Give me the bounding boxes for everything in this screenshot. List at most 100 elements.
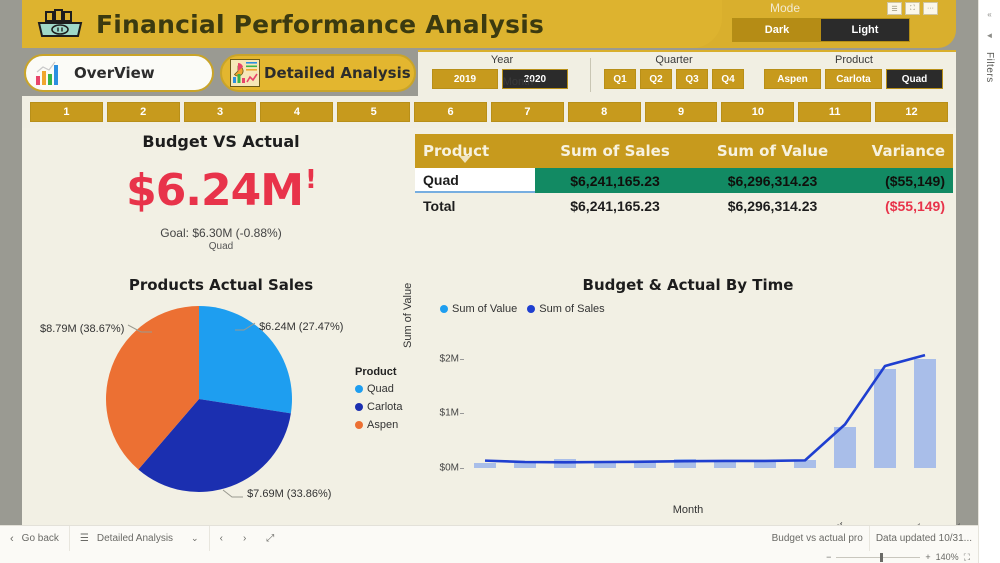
legend-label: Quad [367, 383, 394, 395]
combo-bar[interactable] [673, 459, 697, 468]
slicer-month-9[interactable]: 9 [644, 102, 718, 122]
divider [868, 525, 870, 552]
legend-label: Carlota [367, 401, 403, 413]
pie-chart-products-actual-sales: Products Actual Sales $8.79M (38.67%) $6… [22, 276, 420, 516]
mode-option-light[interactable]: Light [821, 19, 909, 41]
slicer-quarter-q2[interactable]: Q2 [640, 69, 672, 89]
legend-item-sum-of-value[interactable]: Sum of Value [440, 303, 517, 315]
slicer-product-title: Product [835, 54, 873, 66]
cell-sum-of-sales: $6,241,165.23 [570, 197, 660, 214]
table-col-variance[interactable]: Variance [871, 142, 945, 160]
zoom-slider[interactable] [836, 552, 921, 562]
combo-bar[interactable] [873, 369, 897, 468]
filters-pane-icon[interactable]: ◄ [985, 31, 994, 40]
combo-bar[interactable] [553, 459, 577, 468]
focus-mode-icon[interactable]: ☰ [887, 2, 902, 15]
combo-y-tick: $2M [439, 353, 459, 365]
combo-bar[interactable] [633, 461, 657, 468]
right-rail: « ◄ Filters [978, 0, 1000, 563]
combo-bar[interactable] [473, 462, 497, 468]
slicer-month-12[interactable]: 12 [875, 102, 948, 122]
title-pill: Financial Performance Analysis [22, 0, 722, 48]
cell-sum-of-value: $6,296,314.23 [727, 197, 818, 214]
slicer-month-10[interactable]: 10 [721, 102, 795, 122]
mode-option-dark[interactable]: Dark [733, 19, 821, 41]
more-options-icon[interactable]: ··· [923, 2, 938, 15]
expand-panel-icon[interactable]: « [987, 10, 992, 19]
report-canvas: Financial Performance Analysis Mode Dark… [0, 0, 978, 525]
combo-bar[interactable] [713, 461, 737, 468]
tab-detailed-analysis[interactable]: Detailed Analysis [220, 54, 416, 92]
slicer-month-2[interactable]: 2 [106, 102, 180, 122]
fit-to-page-icon[interactable]: ⛶ [905, 2, 920, 15]
pie-slice-carlota[interactable] [138, 399, 291, 492]
kpi-value: $6.24M [126, 165, 304, 216]
slicer-quarter-q3[interactable]: Q3 [676, 69, 708, 89]
report-name-label: Budget vs actual pro [771, 533, 863, 544]
next-page-button[interactable]: › [242, 533, 247, 544]
legend-swatch-icon [527, 305, 536, 313]
go-back-button[interactable]: ‹ Go back [0, 526, 69, 552]
slicer-quarter-title: Quarter [655, 54, 693, 66]
legend-item-aspen[interactable]: Aspen [355, 419, 402, 431]
slicer-quarter: Quarter Q1 Q2 Q3 Q4 [604, 54, 744, 89]
combo-y-tick: $0M [439, 462, 459, 474]
combo-bar[interactable] [593, 461, 617, 468]
pie-slice-quad[interactable] [199, 306, 292, 414]
page-selector[interactable]: ☰ Detailed Analysis ⌄ [70, 526, 209, 552]
combo-bar[interactable] [793, 459, 817, 468]
slicer-month-1[interactable]: 1 [30, 102, 103, 122]
zoom-out-button[interactable]: − [826, 552, 832, 562]
combo-bar[interactable] [913, 359, 937, 468]
combo-plot-area[interactable]: $0M$1M$2MJanuaryFebruaryMarchAprilMayJun… [440, 348, 964, 525]
legend-item-sum-of-sales[interactable]: Sum of Sales [527, 303, 605, 315]
report-header: Financial Performance Analysis Mode Dark… [22, 0, 956, 48]
status-bar: ‹ Go back ☰ Detailed Analysis ⌄ ‹ › ⤢ Bu… [0, 525, 978, 552]
pie-chart-title: Products Actual Sales [128, 276, 314, 294]
pie-chart-svg[interactable] [104, 304, 294, 494]
zoom-bar: − + 140% ⛶ [0, 551, 978, 563]
go-back-label: Go back [21, 533, 59, 544]
previous-page-button[interactable]: ‹ [219, 533, 223, 544]
slicer-month-7[interactable]: 7 [490, 102, 564, 122]
slicer-quarter-q1[interactable]: Q1 [604, 69, 636, 89]
kpi-card-budget-vs-actual: Budget VS Actual $6.24M! Goal: $6.30M (-… [22, 132, 420, 262]
combo-line-series[interactable] [465, 348, 945, 468]
fit-to-screen-icon[interactable]: ⛶ [963, 551, 970, 562]
table-col-sum-of-sales[interactable]: Sum of Sales [560, 142, 670, 160]
cell-sum-of-sales: $6,241,165.23 [535, 168, 695, 193]
slicer-month-4[interactable]: 4 [260, 102, 334, 122]
slicer-month-5[interactable]: 5 [337, 102, 411, 122]
slicer-quarter-q4[interactable]: Q4 [712, 69, 744, 89]
fullscreen-button[interactable]: ⤢ [266, 533, 275, 544]
slicer-year-2020[interactable]: 2020 [502, 69, 568, 89]
slicer-year-2019[interactable]: 2019 [432, 69, 498, 89]
combo-bar[interactable] [753, 462, 777, 468]
cell-sum-of-value: $6,296,314.23 [695, 168, 850, 193]
slicer-product-carlota[interactable]: Carlota [825, 69, 882, 89]
combo-x-axis-label: Month [672, 504, 704, 516]
zoom-slider-thumb[interactable] [880, 552, 884, 562]
slicer-product-aspen[interactable]: Aspen [764, 69, 821, 89]
combo-bar[interactable] [833, 427, 857, 468]
legend-item-quad[interactable]: Quad [355, 383, 402, 395]
slicer-month-3[interactable]: 3 [183, 102, 257, 122]
table-col-product[interactable]: Product [415, 142, 535, 163]
legend-swatch-icon [355, 385, 363, 393]
table-total-row: Total $6,241,165.23 $6,296,314.23 ($55,1… [415, 193, 953, 218]
legend-item-carlota[interactable]: Carlota [355, 401, 402, 413]
legend-swatch-icon [355, 403, 363, 411]
zoom-in-button[interactable]: + [925, 552, 931, 562]
slicer-month-11[interactable]: 11 [798, 102, 872, 122]
slicer-month-8[interactable]: 8 [567, 102, 641, 122]
leader-line-icon [128, 324, 153, 333]
slicer-month-6[interactable]: 6 [414, 102, 487, 122]
tab-overview[interactable]: OverView [24, 54, 214, 92]
table-col-sum-of-value[interactable]: Sum of Value [716, 142, 829, 160]
kpi-title: Budget VS Actual [142, 132, 300, 151]
combo-bar[interactable] [513, 462, 537, 468]
table-row[interactable]: Quad $6,241,165.23 $6,296,314.23 ($55,14… [415, 168, 953, 193]
pie-slice-aspen[interactable] [106, 306, 199, 470]
bar-chart-icon [36, 61, 58, 85]
slicer-product-quad[interactable]: Quad [886, 69, 943, 89]
